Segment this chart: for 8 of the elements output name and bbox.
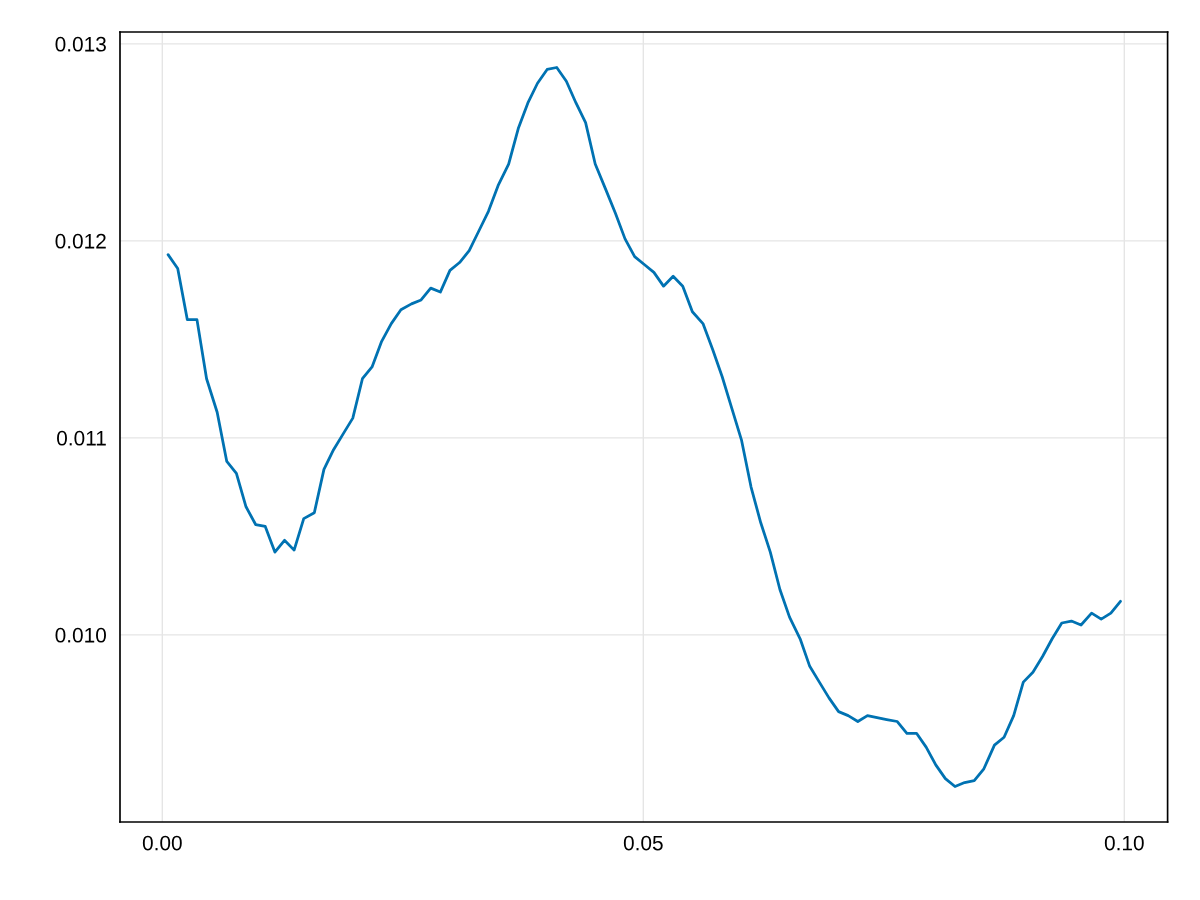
x-tick-label: 0.10 (1104, 835, 1144, 851)
y-tick-label: 0.012 (55, 233, 106, 249)
y-tick-label: 0.010 (55, 627, 106, 643)
line-series (166, 66, 1122, 788)
y-tick-label: 0.013 (55, 36, 106, 52)
x-tick-label: 0.00 (142, 835, 182, 851)
x-tick-label: 0.05 (623, 835, 663, 851)
y-tick-label: 0.011 (57, 430, 106, 446)
